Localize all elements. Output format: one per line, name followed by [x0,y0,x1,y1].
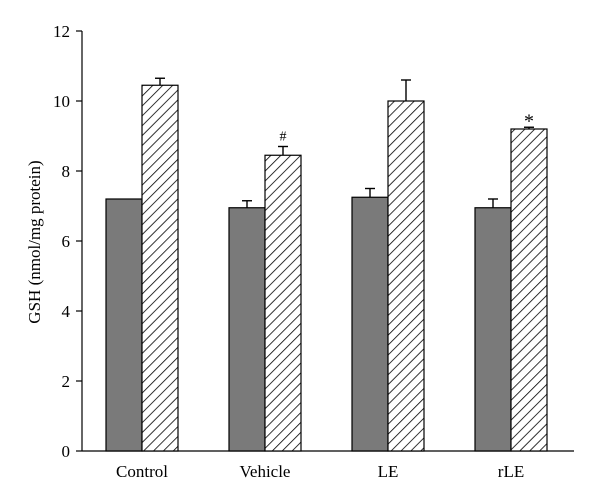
bar-hatched [510,128,548,452]
bar-solid [351,196,389,452]
x-tick-label: LE [378,462,399,481]
bar-hatched [387,100,425,452]
bar-hatched [141,84,179,452]
bar-solid [474,207,512,452]
bar-solid [228,207,266,452]
significance-marker: # [280,130,287,145]
y-tick-label: 8 [62,162,71,181]
x-tick-label: rLE [498,462,524,481]
significance-marker: * [524,110,534,132]
y-tick-label: 2 [62,372,71,391]
x-tick-label: Vehicle [240,462,291,481]
labels: 0 2 4 6 8 10 12 Control Vehicle LE rLE # * [53,22,534,481]
x-tick-label: Control [116,462,168,481]
bar-solid [105,198,143,452]
bar-hatched [264,154,302,452]
y-tick-label: 0 [62,442,71,461]
y-tick-label: 10 [53,92,70,111]
y-axis-title: GSH (nmol/mg protein) [25,160,44,323]
bars [105,77,548,452]
y-tick-label: 12 [53,22,70,41]
y-tick-label: 6 [62,232,71,251]
y-tick-label: 4 [62,302,71,321]
